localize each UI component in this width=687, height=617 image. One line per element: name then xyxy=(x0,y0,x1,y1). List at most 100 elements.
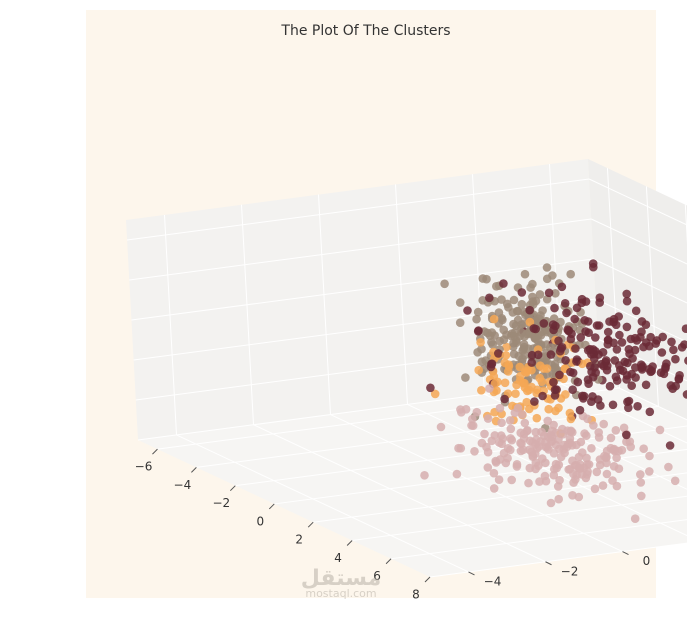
data-point-cluster-3 xyxy=(497,431,506,440)
data-point-cluster-2 xyxy=(612,373,621,382)
data-point-cluster-3 xyxy=(637,478,646,487)
data-point-cluster-2 xyxy=(534,351,543,360)
data-point-cluster-0 xyxy=(543,263,552,272)
data-point-cluster-3 xyxy=(566,434,575,443)
data-point-cluster-3 xyxy=(589,421,598,430)
data-point-cluster-0 xyxy=(456,318,465,327)
data-point-cluster-3 xyxy=(671,477,680,486)
data-point-cluster-0 xyxy=(512,321,521,330)
watermark-text: mostaql.com xyxy=(305,587,376,600)
data-point-cluster-3 xyxy=(554,495,563,504)
data-point-cluster-0 xyxy=(488,340,497,349)
data-point-cluster-2 xyxy=(581,327,590,336)
data-point-cluster-0 xyxy=(518,300,527,309)
data-point-cluster-2 xyxy=(530,397,539,406)
data-point-cluster-2 xyxy=(540,319,549,328)
data-point-cluster-2 xyxy=(675,375,684,384)
data-point-cluster-3 xyxy=(480,430,489,439)
data-point-cluster-2 xyxy=(494,349,503,358)
data-point-cluster-2 xyxy=(561,299,570,308)
data-point-cluster-3 xyxy=(552,460,561,469)
data-point-cluster-3 xyxy=(656,426,665,435)
data-point-cluster-3 xyxy=(569,478,578,487)
data-point-cluster-2 xyxy=(604,328,613,337)
data-point-cluster-2 xyxy=(426,384,435,393)
data-point-cluster-2 xyxy=(615,331,624,340)
data-point-cluster-2 xyxy=(574,378,583,387)
data-point-cluster-2 xyxy=(488,359,497,368)
data-point-cluster-3 xyxy=(537,428,546,437)
watermark: مستقل mostaql.com xyxy=(301,566,381,600)
data-point-cluster-2 xyxy=(572,357,581,366)
data-point-cluster-1 xyxy=(511,389,520,398)
data-point-cluster-2 xyxy=(615,361,624,370)
data-point-cluster-2 xyxy=(596,401,605,410)
data-point-cluster-2 xyxy=(463,306,472,315)
data-point-cluster-2 xyxy=(531,325,540,334)
data-point-cluster-2 xyxy=(561,356,570,365)
data-point-cluster-3 xyxy=(582,474,591,483)
data-point-cluster-2 xyxy=(637,360,646,369)
data-point-cluster-0 xyxy=(509,339,518,348)
data-point-cluster-2 xyxy=(628,354,637,363)
data-point-cluster-2 xyxy=(547,350,556,359)
data-point-cluster-2 xyxy=(645,342,654,351)
data-point-cluster-2 xyxy=(632,307,641,316)
data-point-cluster-2 xyxy=(627,335,636,344)
data-point-cluster-2 xyxy=(599,348,608,357)
data-point-cluster-2 xyxy=(564,327,573,336)
data-point-cluster-3 xyxy=(554,482,563,491)
data-point-cluster-3 xyxy=(534,461,543,470)
data-point-cluster-2 xyxy=(578,295,587,304)
data-point-cluster-2 xyxy=(623,371,632,380)
data-point-cluster-2 xyxy=(609,401,618,410)
data-point-cluster-3 xyxy=(506,434,515,443)
data-point-cluster-2 xyxy=(518,288,527,297)
data-point-cluster-1 xyxy=(567,415,576,424)
data-point-cluster-0 xyxy=(514,352,523,361)
data-point-cluster-1 xyxy=(476,338,485,347)
data-point-cluster-2 xyxy=(631,346,640,355)
data-point-cluster-3 xyxy=(612,426,621,435)
data-point-cluster-3 xyxy=(664,463,673,472)
data-point-cluster-3 xyxy=(639,444,648,453)
x-tick-label: 2 xyxy=(295,533,303,547)
data-point-cluster-1 xyxy=(535,374,544,383)
data-point-cluster-1 xyxy=(519,379,528,388)
data-point-cluster-3 xyxy=(420,471,429,480)
data-point-cluster-2 xyxy=(576,406,585,415)
data-point-cluster-2 xyxy=(646,408,655,417)
data-point-cluster-0 xyxy=(517,328,526,337)
data-point-cluster-2 xyxy=(584,317,593,326)
data-point-cluster-2 xyxy=(587,397,596,406)
data-point-cluster-3 xyxy=(587,444,596,453)
data-point-cluster-3 xyxy=(636,470,645,479)
data-point-cluster-1 xyxy=(490,315,499,324)
data-point-cluster-3 xyxy=(547,499,556,508)
data-point-cluster-0 xyxy=(521,270,530,279)
data-point-cluster-0 xyxy=(566,270,575,279)
y-tick-label: −2 xyxy=(561,564,579,578)
data-point-cluster-2 xyxy=(558,283,567,292)
data-point-cluster-3 xyxy=(554,435,563,444)
data-point-cluster-3 xyxy=(527,448,536,457)
data-point-cluster-3 xyxy=(478,439,487,448)
data-point-cluster-2 xyxy=(590,355,599,364)
data-point-cluster-3 xyxy=(506,416,515,425)
data-point-cluster-2 xyxy=(584,375,593,384)
data-point-cluster-3 xyxy=(456,405,465,414)
data-point-cluster-3 xyxy=(520,434,529,443)
data-point-cluster-2 xyxy=(613,345,622,354)
data-point-cluster-1 xyxy=(502,351,511,360)
data-point-cluster-1 xyxy=(544,405,553,414)
data-point-cluster-3 xyxy=(496,404,505,413)
data-point-cluster-2 xyxy=(474,326,483,335)
data-point-cluster-2 xyxy=(568,385,577,394)
data-point-cluster-3 xyxy=(507,425,516,434)
data-point-cluster-0 xyxy=(503,300,512,309)
data-point-cluster-2 xyxy=(555,371,564,380)
data-point-cluster-2 xyxy=(678,343,687,352)
data-point-cluster-1 xyxy=(504,360,513,369)
